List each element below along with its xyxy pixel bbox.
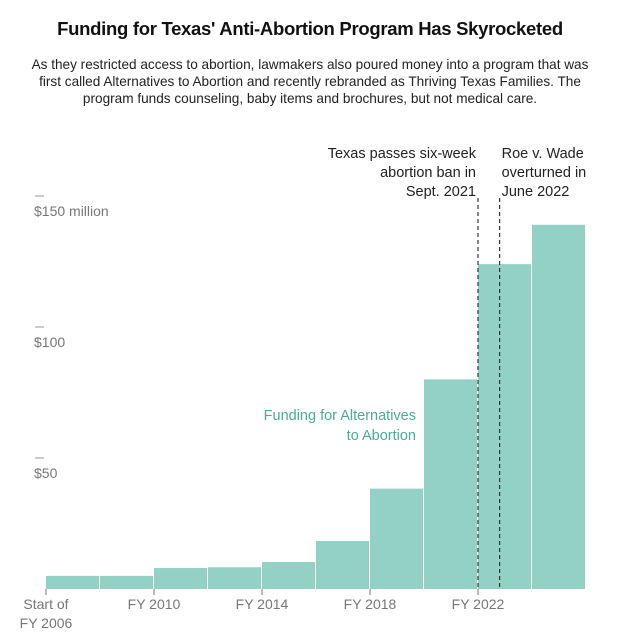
- y-tick-label: $150 million: [34, 203, 109, 219]
- x-tick-label: FY 2018: [344, 596, 397, 612]
- bar: [370, 488, 423, 589]
- x-tick-label: FY 2006: [20, 615, 73, 631]
- annotation-text: overturned in: [502, 165, 587, 181]
- bar: [424, 379, 477, 589]
- bar: [100, 575, 153, 589]
- x-tick-label: FY 2022: [452, 596, 505, 612]
- series-label: Funding for Alternatives: [264, 408, 416, 424]
- bar: [262, 562, 315, 589]
- chart-title: Funding for Texas' Anti-Abortion Program…: [57, 18, 563, 39]
- x-tick-label: FY 2014: [236, 596, 289, 612]
- annotation-text: abortion ban in: [380, 165, 476, 181]
- y-tick-label: $50: [34, 465, 58, 481]
- bar: [532, 224, 585, 589]
- bar: [478, 264, 531, 589]
- x-tick-label: FY 2010: [128, 596, 181, 612]
- bar: [208, 567, 261, 589]
- annotation-text: Roe v. Wade: [502, 146, 584, 162]
- annotation-text: June 2022: [502, 184, 570, 200]
- series-label: to Abortion: [347, 428, 416, 444]
- bar: [46, 575, 99, 589]
- annotation-text: Texas passes six-week: [328, 146, 477, 162]
- bar: [316, 541, 369, 589]
- y-tick-label: $100: [34, 334, 65, 350]
- bar: [154, 568, 207, 589]
- annotation-text: Sept. 2021: [406, 184, 476, 200]
- x-tick-label: Start of: [23, 596, 68, 612]
- chart-subtitle: As they restricted access to abortion, l…: [31, 57, 589, 106]
